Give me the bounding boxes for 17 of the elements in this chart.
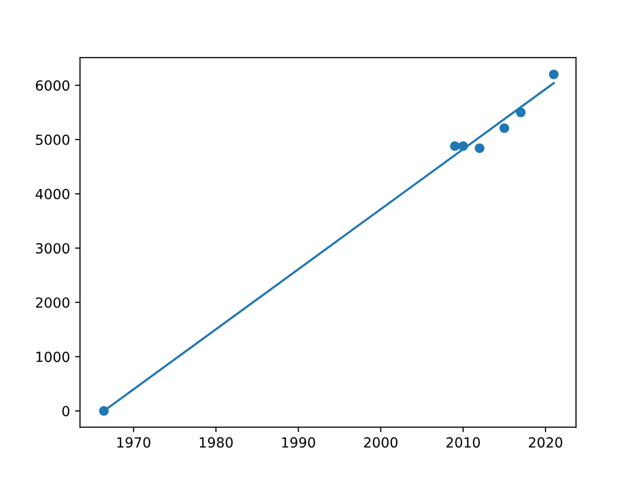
x-tick-label: 1970 (117, 437, 150, 448)
y-tick-label: 1000 (36, 352, 70, 362)
x-tick-label: 2000 (364, 437, 398, 448)
y-tick-label: 2000 (36, 297, 70, 308)
point (499, 123, 510, 134)
point (548, 70, 559, 80)
y-tick-label: 0 (62, 406, 70, 416)
x-tick-label: 1990 (282, 437, 316, 448)
y-tick-label: 6000 (36, 80, 70, 91)
point (450, 141, 460, 151)
x-tick-label: 1980 (200, 437, 233, 448)
point (474, 143, 484, 154)
y-tick-label: 3000 (36, 243, 70, 254)
x-tick-label: 2010 (446, 437, 480, 448)
y-tick-label: 4000 (36, 188, 70, 200)
x-tick-label: 2020 (528, 437, 562, 448)
y-tick-label: 5000 (36, 134, 70, 146)
